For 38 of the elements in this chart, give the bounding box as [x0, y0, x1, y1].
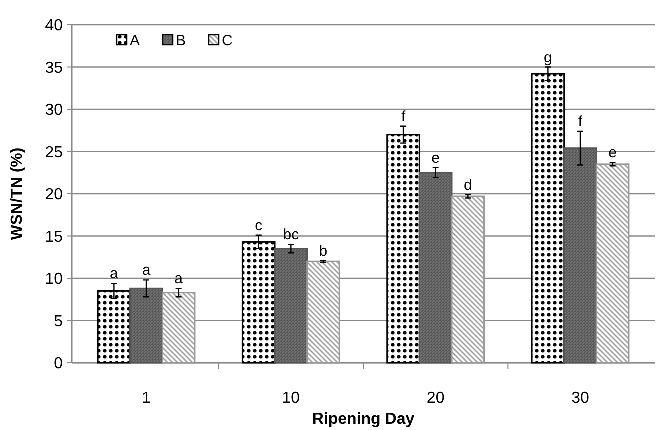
bar: [130, 288, 164, 364]
y-tick-label: 35: [45, 60, 64, 77]
y-tick-label: 10: [45, 271, 64, 288]
bar: [451, 196, 486, 364]
y-tick-label: 5: [54, 313, 64, 330]
x-tick-label: 30: [572, 390, 590, 407]
data-label: c: [255, 217, 264, 234]
data-label: bc: [283, 226, 300, 244]
data-label: g: [544, 49, 552, 66]
bar: [306, 260, 340, 364]
data-label: a: [174, 270, 184, 288]
data-label: b: [319, 242, 328, 260]
y-axis-title: WSN/TN (%): [9, 148, 26, 240]
y-tick-label: 30: [45, 102, 64, 120]
x-tick-label: 20: [426, 390, 445, 407]
y-tick-label: 15: [45, 228, 64, 246]
bar: [418, 172, 453, 364]
bar: [274, 248, 308, 364]
legend-label: C: [222, 32, 233, 50]
data-label: e: [608, 144, 617, 162]
y-tick-label: 20: [45, 186, 64, 204]
bar: [564, 148, 598, 364]
y-tick-label: 25: [45, 144, 64, 162]
data-label: e: [432, 150, 440, 167]
x-tick-label: 10: [282, 390, 300, 407]
bar: [596, 164, 630, 364]
legend-label: A: [130, 32, 140, 50]
y-tick-label: 40: [45, 18, 64, 35]
x-axis-title: Ripening Day: [312, 411, 415, 428]
data-label: a: [110, 266, 120, 283]
legend-label: B: [176, 32, 186, 50]
data-label: d: [464, 176, 472, 194]
bar: [162, 292, 196, 364]
data-label: a: [142, 262, 152, 280]
data-label: f: [401, 108, 406, 126]
data-label: f: [578, 113, 584, 130]
y-tick-label: 0: [54, 356, 64, 373]
x-tick-label: 1: [142, 390, 152, 407]
